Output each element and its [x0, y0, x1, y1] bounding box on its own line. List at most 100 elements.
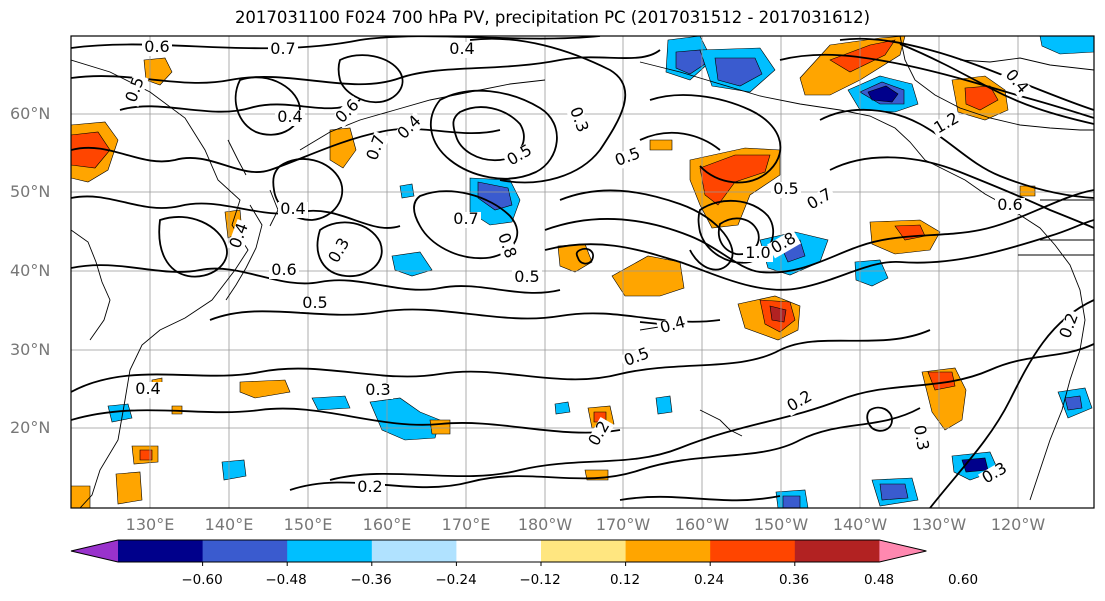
lon-label: 140°W [832, 515, 888, 534]
contour-label: 0.3 [365, 380, 390, 399]
contour-label: 0.6 [997, 195, 1022, 214]
contour-label-bg [585, 417, 615, 451]
lat-label: 20°N [10, 418, 51, 437]
contour-label-bg [1000, 65, 1032, 99]
contour-label-bg [767, 229, 801, 259]
colorbar-tick-label: 0.24 [693, 572, 725, 588]
contour-label-bg [227, 219, 253, 253]
contour-label-bg [447, 42, 477, 58]
precip-patch [1064, 395, 1083, 411]
contour-label: 1.0 [745, 243, 770, 262]
contour-label-bg [493, 229, 519, 263]
contour-label: 0.7 [453, 209, 478, 228]
precip-patch [477, 181, 513, 211]
colorbar-tick-label: 0.36 [778, 572, 810, 588]
contour-label-bg [611, 145, 645, 171]
contour-label-bg [300, 296, 330, 312]
contour-label-bg [656, 314, 690, 338]
precip-patch [714, 57, 763, 87]
colorbar-segment [541, 540, 627, 562]
contour-label-bg [133, 382, 163, 398]
colorbar-tick-label: 0.12 [609, 572, 641, 588]
contour-label-bg [771, 182, 801, 198]
contour-label: 0.4 [658, 312, 688, 337]
contour-label: 0.7 [270, 39, 295, 58]
colorbar-segment [710, 540, 796, 562]
precip-patch [71, 485, 91, 508]
contour-label: 0.3 [910, 424, 933, 452]
colorbar-tick-label: −0.36 [350, 572, 392, 588]
colorbar-segment [456, 540, 542, 562]
pv-contours [71, 36, 1094, 508]
map-frame [70, 35, 1095, 509]
lon-label: 150°W [753, 515, 809, 534]
precip-patch [429, 419, 451, 435]
precip-patch [391, 251, 433, 277]
precip-patch [239, 379, 291, 399]
contour-label-bg [269, 263, 299, 279]
colorbar-segment [794, 540, 880, 562]
colorbar-segment [202, 540, 288, 562]
lon-label: 160°E [362, 515, 412, 534]
lon-label: 120°W [990, 515, 1046, 534]
precip-patch [649, 139, 673, 151]
contour-label-bg [995, 198, 1025, 214]
precipitation-shading [71, 36, 1094, 508]
contour-label-bg [930, 109, 964, 139]
colorbar-segment [625, 540, 711, 562]
lon-label: 130°E [125, 515, 175, 534]
contour-label-bg [275, 110, 305, 126]
contour-label: 0.6 [331, 95, 362, 126]
lat-label: 60°N [10, 104, 51, 123]
colorbar-segment [287, 540, 373, 562]
precip-patch [139, 449, 153, 461]
contour-label: 0.4 [449, 39, 474, 58]
lat-label: 50°N [10, 182, 51, 201]
contour-label-bg [565, 103, 591, 137]
contour-label-bg [512, 270, 542, 286]
contour-label-bg [355, 480, 385, 496]
colorbar-segment [118, 540, 204, 562]
precip-patch [329, 127, 357, 169]
colorbar-tick-label: −0.12 [519, 572, 561, 588]
precip-patch [1039, 36, 1094, 55]
contour-label: 0.4 [135, 379, 160, 398]
contour-label: 0.5 [302, 293, 327, 312]
colorbar-extend-high [879, 540, 927, 562]
precip-patch [399, 183, 415, 199]
contour-label-bg [1057, 309, 1083, 343]
contour-label: 0.6 [271, 260, 296, 279]
lon-label: 150°E [283, 515, 333, 534]
precip-patch [655, 395, 673, 415]
precip-patch [71, 131, 111, 169]
lon-label: 130°W [911, 515, 967, 534]
contour-label: 0.4 [277, 107, 302, 126]
lat-label: 30°N [10, 340, 51, 359]
precip-patch [829, 39, 896, 73]
contour-label-bg [803, 185, 837, 215]
precip-patch [107, 403, 133, 423]
contour-label-bg [331, 95, 365, 129]
colorbar-segment [371, 540, 457, 562]
contour-label-bg [325, 234, 355, 268]
lat-label: 40°N [10, 261, 51, 280]
contour-label: 0.5 [514, 267, 539, 286]
contour-label-bg [451, 212, 481, 228]
map-title: 2017031100 F024 700 hPa PV, precipitatio… [234, 8, 871, 27]
colorbar-tick-label: −0.60 [181, 572, 223, 588]
colorbar-tick-label: −0.48 [265, 572, 307, 588]
colorbar-tick-label: 0.48 [863, 572, 895, 588]
contour-label: 0.6 [144, 37, 169, 56]
precip-patch [554, 401, 571, 415]
colorbar-outline [70, 539, 927, 563]
precip-patch [369, 397, 441, 441]
contour-label: 0.5 [773, 179, 798, 198]
lon-label: 140°E [204, 515, 254, 534]
precip-patch [854, 259, 889, 287]
colorbar-tick-label: 0.60 [947, 572, 979, 588]
precip-patch [221, 459, 247, 481]
contour-label-bg [123, 73, 149, 107]
precip-patch [115, 471, 143, 505]
contour-label: 0.4 [393, 111, 424, 142]
